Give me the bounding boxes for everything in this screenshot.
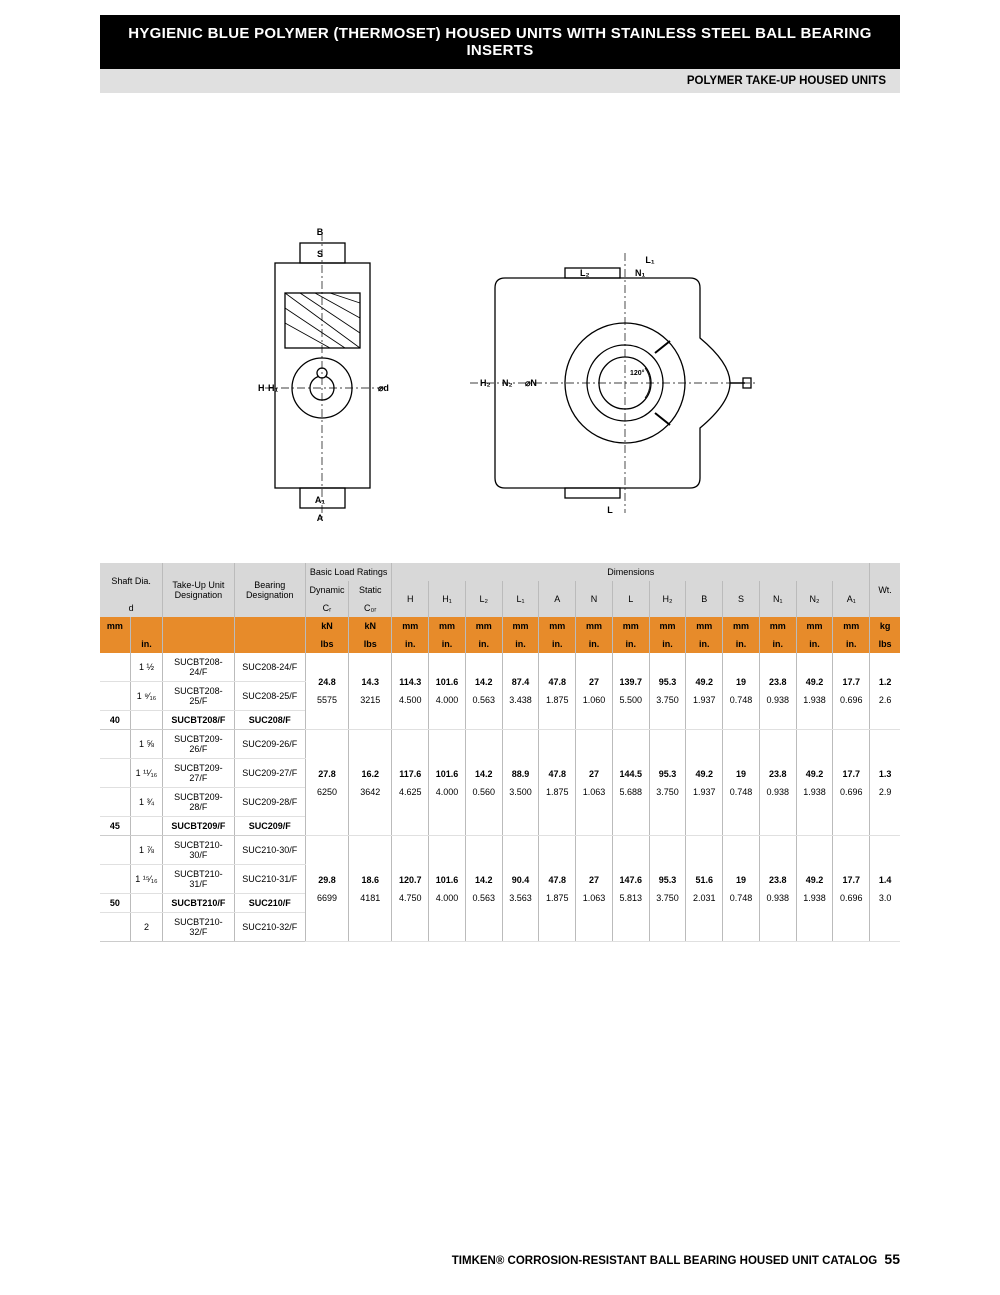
header-subtitle: POLYMER TAKE-UP HOUSED UNITS [100, 69, 900, 93]
diagram-front-view: L₁ L₂ N₁ H₂ N₂ ⌀N 120° L [450, 223, 770, 523]
svg-text:B: B [317, 227, 324, 237]
svg-text:⌀d: ⌀d [378, 383, 389, 393]
technical-diagrams: B S H H₁ ⌀d A₁ A [100, 223, 900, 523]
header-title: HYGIENIC BLUE POLYMER (THERMOSET) HOUSED… [100, 15, 900, 69]
spec-table: Shaft Dia. Take-Up Unit Designation Bear… [100, 563, 900, 942]
table-row: 1 ⅞SUCBT210-30/FSUC210-30/F29.8669918.64… [100, 836, 900, 865]
svg-text:A: A [317, 513, 324, 523]
svg-text:L₁: L₁ [645, 255, 654, 265]
svg-text:120°: 120° [630, 369, 645, 377]
footer: TIMKEN® CORROSION-RESISTANT BALL BEARING… [452, 1251, 900, 1267]
svg-text:H: H [258, 383, 265, 393]
diagram-side-view: B S H H₁ ⌀d A₁ A [230, 223, 410, 523]
table-row: 1 ½SUCBT208-24/FSUC208-24/F24.8557514.33… [100, 653, 900, 682]
table-row: 1 ⅝SUCBT209-26/FSUC209-26/F27.8625016.23… [100, 730, 900, 759]
svg-text:H₂: H₂ [480, 378, 491, 388]
svg-text:N₁: N₁ [635, 268, 645, 278]
svg-text:H₁: H₁ [268, 383, 278, 393]
table-header: Shaft Dia. Take-Up Unit Designation Bear… [100, 563, 900, 653]
table-body: 1 ½SUCBT208-24/FSUC208-24/F24.8557514.33… [100, 653, 900, 942]
svg-text:L₂: L₂ [580, 268, 590, 278]
svg-text:L: L [607, 505, 613, 515]
svg-text:N₂: N₂ [502, 378, 513, 388]
svg-text:A₁: A₁ [315, 495, 325, 505]
svg-text:⌀N: ⌀N [525, 378, 537, 388]
svg-text:S: S [317, 249, 323, 259]
